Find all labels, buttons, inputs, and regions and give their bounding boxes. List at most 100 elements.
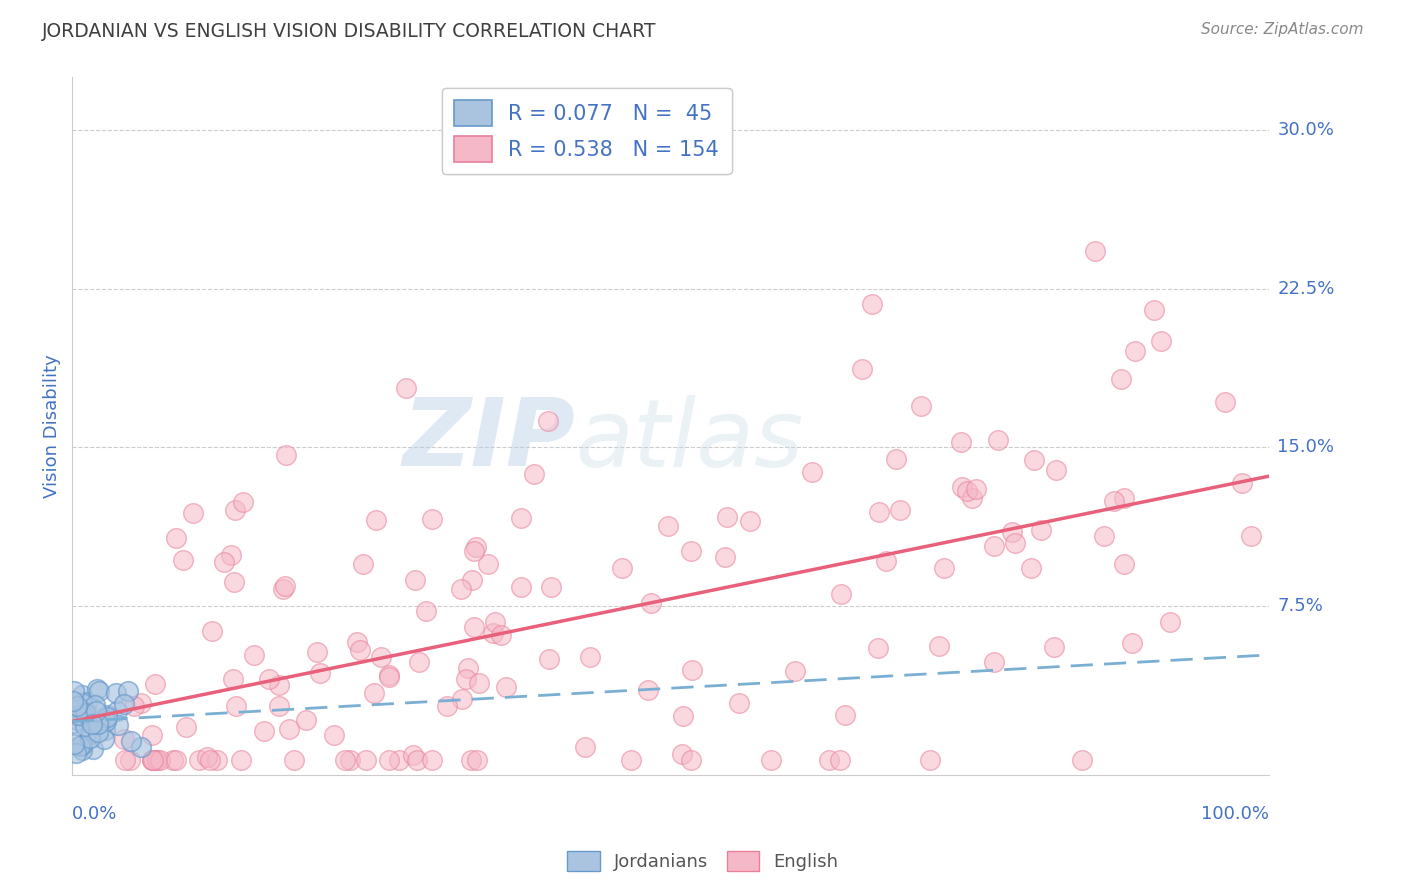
Point	[70, 696, 93, 710]
Point	[679, 753, 702, 767]
Point	[122, 699, 145, 714]
Point	[84, 698, 107, 712]
Point	[70, 742, 93, 756]
Point	[201, 624, 224, 638]
Point	[145, 753, 167, 767]
Point	[714, 549, 737, 564]
Point	[388, 753, 411, 767]
Point	[145, 753, 167, 767]
Point	[523, 467, 546, 482]
Point	[70, 688, 93, 702]
Point	[716, 510, 738, 524]
Point	[1029, 523, 1052, 537]
Point	[834, 708, 856, 723]
Point	[681, 543, 703, 558]
Point	[79, 731, 101, 745]
Point	[1114, 491, 1136, 506]
Point	[1092, 529, 1115, 543]
Point	[828, 753, 851, 767]
Point	[149, 753, 172, 767]
Point	[94, 723, 117, 737]
Point	[242, 648, 264, 663]
Point	[129, 740, 152, 755]
Point	[1125, 344, 1147, 359]
Point	[82, 716, 104, 731]
Legend: Jordanians, English: Jordanians, English	[560, 844, 846, 879]
Point	[918, 753, 941, 767]
Point	[76, 695, 98, 709]
Point	[950, 435, 973, 450]
Point	[141, 753, 163, 767]
Point	[174, 720, 197, 734]
Point	[118, 753, 141, 767]
Point	[950, 480, 973, 494]
Point	[94, 712, 117, 726]
Point	[107, 718, 129, 732]
Point	[79, 727, 101, 741]
Point	[537, 414, 560, 428]
Point	[800, 465, 823, 479]
Point	[366, 513, 388, 527]
Point	[509, 580, 531, 594]
Point	[420, 512, 443, 526]
Point	[817, 753, 839, 767]
Point	[86, 705, 108, 719]
Point	[112, 698, 135, 712]
Point	[141, 753, 163, 767]
Point	[117, 683, 139, 698]
Text: 30.0%: 30.0%	[1278, 121, 1334, 139]
Point	[456, 672, 478, 686]
Point	[1001, 525, 1024, 540]
Point	[165, 531, 187, 545]
Legend: R = 0.077   N =  45, R = 0.538   N = 154: R = 0.077 N = 45, R = 0.538 N = 154	[441, 87, 731, 174]
Point	[436, 699, 458, 714]
Point	[987, 433, 1010, 447]
Point	[1045, 463, 1067, 477]
Point	[277, 722, 299, 736]
Point	[830, 587, 852, 601]
Point	[86, 681, 108, 696]
Point	[468, 675, 491, 690]
Point	[224, 502, 246, 516]
Point	[868, 640, 890, 655]
Point	[1159, 615, 1181, 630]
Point	[510, 511, 533, 525]
Point	[875, 554, 897, 568]
Point	[283, 753, 305, 767]
Point	[1109, 372, 1132, 386]
Point	[214, 555, 236, 569]
Point	[87, 716, 110, 731]
Point	[309, 666, 332, 681]
Point	[1042, 640, 1064, 654]
Point	[222, 673, 245, 687]
Text: 7.5%: 7.5%	[1278, 597, 1323, 615]
Text: 100.0%: 100.0%	[1201, 805, 1270, 823]
Point	[461, 573, 484, 587]
Point	[105, 686, 128, 700]
Point	[66, 713, 89, 727]
Point	[884, 452, 907, 467]
Point	[868, 504, 890, 518]
Point	[172, 553, 194, 567]
Point	[87, 683, 110, 698]
Point	[112, 732, 135, 747]
Point	[457, 661, 479, 675]
Point	[73, 719, 96, 733]
Text: 22.5%: 22.5%	[1278, 280, 1334, 298]
Point	[637, 683, 659, 698]
Point	[1004, 536, 1026, 550]
Point	[491, 628, 513, 642]
Point	[460, 753, 482, 767]
Point	[1022, 453, 1045, 467]
Point	[349, 642, 371, 657]
Point	[96, 710, 118, 724]
Point	[305, 645, 328, 659]
Point	[463, 620, 485, 634]
Point	[378, 667, 401, 681]
Point	[783, 664, 806, 678]
Point	[276, 449, 298, 463]
Point	[965, 482, 987, 496]
Point	[537, 652, 560, 666]
Point	[232, 495, 254, 509]
Point	[640, 596, 662, 610]
